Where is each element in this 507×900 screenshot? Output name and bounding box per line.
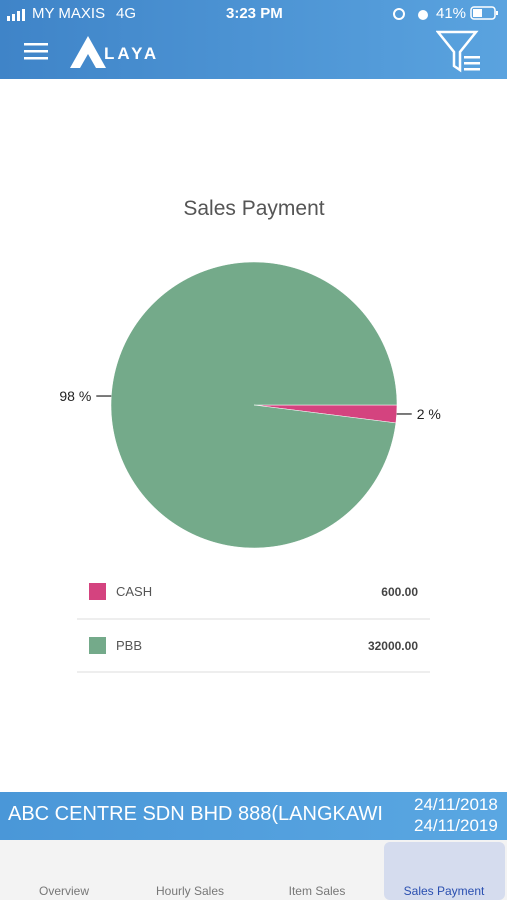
chart: Sales Payment 2 % CASH 600.00 98 % PBB 32000.… — [59, 197, 441, 673]
pie-slice — [110, 261, 398, 549]
legend-swatch — [89, 637, 106, 654]
battery-level: 41% — [436, 5, 467, 22]
filter-button[interactable] — [436, 30, 482, 74]
legend-label: CASH — [116, 584, 152, 599]
date-from: 24/11/2018 — [414, 795, 498, 814]
active-tab-bg — [384, 842, 505, 900]
tab-bar: Overview Hourly Sales Item Sales Sales P… — [0, 840, 507, 900]
tab-active[interactable]: Sales Payment — [403, 884, 485, 898]
chart-title: Sales Payment — [183, 197, 324, 220]
tab[interactable]: Hourly Sales — [155, 884, 225, 898]
status-icons — [393, 8, 428, 20]
tab[interactable]: Overview — [38, 884, 89, 898]
network: 4G — [116, 5, 137, 22]
menu-button[interactable] — [24, 42, 48, 60]
logo-mark — [70, 36, 106, 68]
legend-amount: 600.00 — [381, 585, 418, 599]
logo-text: LAYA — [104, 44, 160, 63]
slice-label: 98 % — [59, 388, 91, 404]
footer-bar: ABC CENTRE SDN BHD 888(LANGKAWI 24/11/20… — [0, 792, 507, 840]
legend-swatch — [89, 583, 106, 600]
carrier: MY MAXIS — [32, 5, 106, 22]
outlet-name: ABC CENTRE SDN BHD 888(LANGKAWI — [8, 803, 383, 825]
clock: 3:23 PM — [226, 5, 283, 22]
legend-label: PBB — [116, 638, 142, 653]
signal-icon — [7, 9, 25, 21]
legend-amount: 32000.00 — [368, 639, 418, 653]
slice-label: 2 % — [417, 406, 441, 422]
date-to: 24/11/2019 — [414, 816, 498, 835]
battery-icon — [470, 6, 498, 20]
app-bar: MY MAXIS 4G 3:23 PM 41% LAYA — [0, 0, 507, 79]
tab[interactable]: Item Sales — [288, 884, 346, 898]
